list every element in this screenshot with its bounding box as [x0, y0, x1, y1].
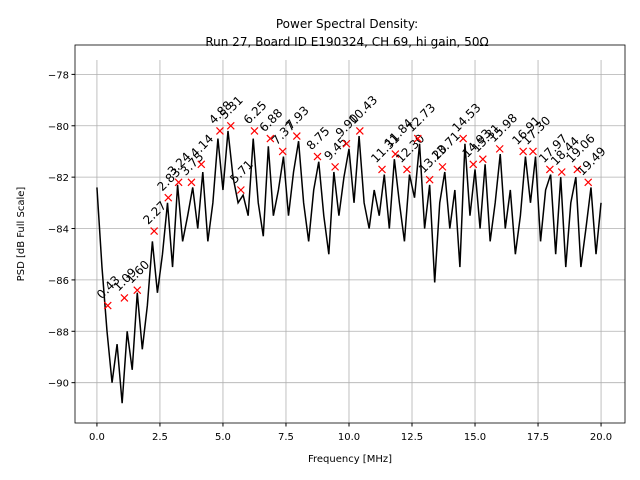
peak-label: 14.53	[449, 101, 483, 135]
peak-marker	[250, 126, 259, 135]
peak-marker	[355, 126, 364, 135]
peak-marker	[120, 293, 129, 302]
peak-marker	[197, 160, 206, 169]
x-tick-label: 0.0	[89, 432, 105, 443]
psd-line	[96, 130, 602, 404]
peak-marker	[331, 162, 340, 171]
peak-marker	[403, 165, 411, 174]
peak-marker	[573, 165, 582, 174]
chart-subtitle: Run 27, Board ID E190324, CH 69, hi gain…	[205, 35, 488, 49]
peak-marker	[459, 134, 468, 143]
peak-marker	[216, 126, 224, 135]
peak-marker	[425, 175, 434, 184]
peak-marker	[529, 147, 537, 156]
peak-marker	[545, 165, 554, 174]
x-tick-label: 15.0	[464, 432, 486, 443]
x-tick-label: 20.0	[590, 432, 612, 443]
peak-label: 7.93	[283, 103, 312, 132]
peak-marker	[557, 168, 566, 176]
peak-marker	[313, 152, 322, 161]
y-tick-label: −86	[48, 276, 69, 287]
peak-marker	[519, 147, 528, 156]
peak-marker	[187, 178, 196, 187]
peak-marker	[391, 150, 400, 158]
plot-frame	[74, 44, 626, 424]
peak-marker	[103, 301, 112, 310]
peak-marker	[495, 144, 504, 153]
peak-marker	[378, 165, 386, 174]
peak-marker	[478, 155, 487, 164]
x-tick-label: 17.5	[527, 432, 549, 443]
peak-marker	[438, 162, 447, 171]
x-tick-label: 12.5	[401, 432, 423, 443]
x-tick-label: 2.5	[152, 432, 168, 443]
peak-marker	[266, 134, 275, 143]
y-tick-label: −84	[48, 225, 69, 236]
peak-marker	[292, 132, 301, 140]
y-tick-label: −80	[48, 122, 69, 133]
peak-marker	[342, 139, 351, 148]
peak-label: 10.43	[346, 93, 380, 127]
x-tick-label: 7.5	[278, 432, 294, 443]
y-tick-label: −82	[48, 173, 69, 184]
peak-marker	[164, 193, 173, 202]
x-axis-label: Frequency [MHz]	[308, 454, 392, 465]
x-tick-label: 5.0	[215, 432, 231, 443]
x-tick-label: 10.0	[338, 432, 360, 443]
peak-marker	[236, 186, 245, 194]
peak-label: 1.60	[123, 258, 152, 287]
chart-title: Power Spectral Density:	[276, 17, 418, 31]
peak-marker	[150, 227, 159, 236]
peak-marker	[174, 178, 183, 187]
peak-marker	[133, 286, 142, 295]
peak-marker	[584, 178, 593, 187]
peak-marker	[278, 147, 287, 156]
y-tick-label: −90	[48, 379, 69, 390]
y-axis-label: PSD [dB Full Scale]	[16, 187, 27, 282]
peak-label: 12.73	[404, 101, 438, 135]
peak-marker	[469, 160, 478, 169]
peak-marker	[413, 134, 422, 143]
y-tick-label: −88	[48, 327, 69, 338]
peak-marker	[226, 121, 235, 130]
y-tick-label: −78	[48, 70, 69, 81]
